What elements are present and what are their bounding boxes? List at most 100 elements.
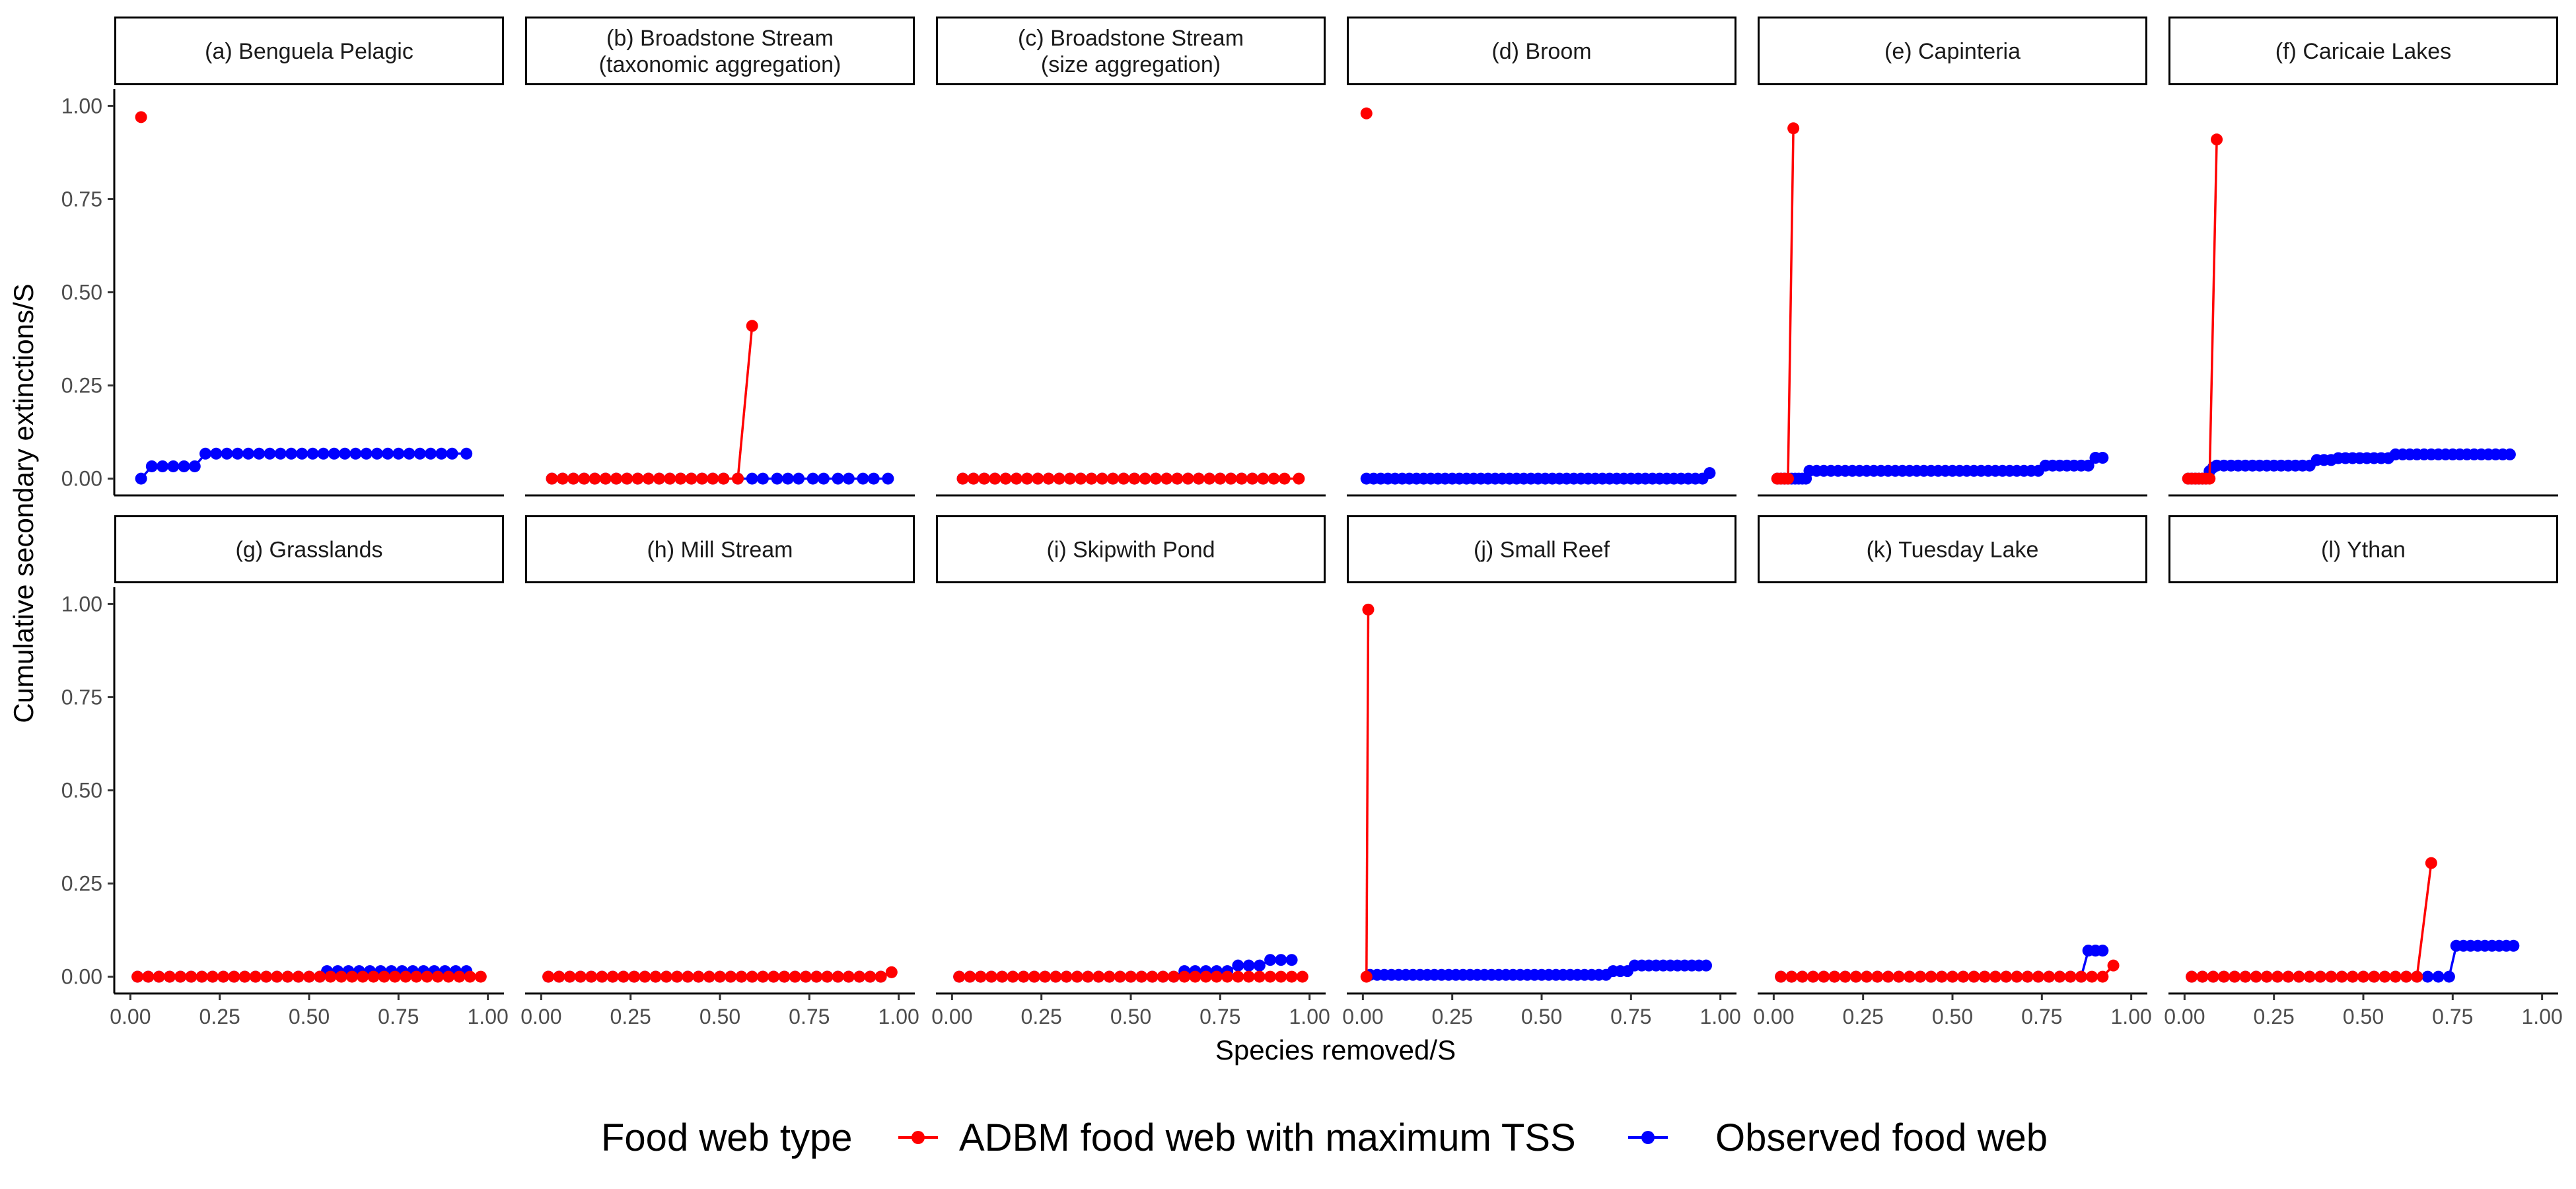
observed-data-point — [781, 472, 794, 485]
observed-data-point — [199, 447, 212, 460]
adbm-data-point — [1882, 970, 1894, 983]
observed-data-point — [221, 447, 233, 460]
adbm-data-point — [664, 472, 676, 485]
observed-data-point — [756, 472, 769, 485]
adbm-data-point — [410, 970, 423, 983]
adbm-data-point — [271, 970, 283, 983]
observed-data-point — [1242, 959, 1255, 972]
observed-data-point — [2421, 970, 2434, 983]
facet-panel: (i) Skipwith Pond 0.00 0.25 0.50 0.75 1.00 — [931, 515, 1330, 1028]
adbm-data-point — [628, 970, 641, 983]
adbm-data-point — [631, 472, 644, 485]
facet-strip — [2168, 17, 2558, 85]
adbm-data-point — [1199, 970, 1212, 983]
adbm-data-point — [153, 970, 165, 983]
adbm-data-point — [746, 320, 758, 332]
facet-panel: (b) Broadstone Stream(taxonomic aggregat… — [525, 17, 915, 497]
observed-data-point — [360, 447, 373, 460]
panels-layer: (a) Benguela Pelagic 0.00 0.25 0.50 0.75 1.00… — [61, 17, 2563, 1028]
adbm-data-point — [717, 472, 730, 485]
adbm-data-point — [2336, 970, 2348, 983]
observed-data-point — [188, 460, 201, 472]
adbm-data-point — [142, 970, 155, 983]
adbm-data-point — [578, 472, 590, 485]
adbm-data-point — [1246, 472, 1259, 485]
x-tick-label: 1.00 — [878, 1005, 919, 1028]
adbm-data-point — [1904, 970, 1916, 983]
facet-panel: (g) Grasslands 0.00 0.25 0.50 0.75 1.00 0.00 0.… — [61, 515, 509, 1028]
adbm-data-point — [2346, 970, 2359, 983]
facet-title: (taxonomic aggregation) — [599, 52, 841, 77]
adbm-data-point — [228, 970, 240, 983]
adbm-data-point — [1021, 472, 1034, 485]
adbm-data-point — [367, 970, 380, 983]
facet-strip — [1347, 515, 1736, 583]
facet-panel: (j) Small Reef 0.00 0.25 0.50 0.75 1.00 — [1342, 515, 1741, 1028]
adbm-data-point — [1039, 970, 1052, 983]
facet-panel: (l) Ythan 0.00 0.25 0.50 0.75 1.00 — [2164, 515, 2563, 1028]
adbm-data-point — [649, 970, 662, 983]
observed-data-point — [371, 447, 383, 460]
x-tick-label: 0.00 — [1753, 1005, 1794, 1028]
adbm-data-point — [1947, 970, 1958, 983]
x-axis-title: Species removed/S — [1215, 1034, 1456, 1065]
adbm-data-point — [707, 472, 719, 485]
observed-data-point — [1703, 467, 1716, 480]
adbm-data-point — [443, 970, 455, 983]
adbm-data-point — [2425, 857, 2437, 869]
adbm-series-line — [1365, 609, 1370, 977]
observed-data-point — [178, 460, 190, 472]
adbm-data-point — [1785, 970, 1798, 983]
adbm-data-point — [2379, 970, 2391, 983]
facet-title: (g) Grasslands — [236, 538, 383, 563]
observed-data-point — [2096, 945, 2109, 957]
adbm-data-point — [1096, 472, 1108, 485]
adbm-data-point — [1114, 970, 1126, 983]
observed-data-point — [413, 447, 426, 460]
adbm-data-point — [2054, 970, 2066, 983]
facet-panel: (c) Broadstone Stream(size aggregation) — [936, 17, 1326, 497]
y-tick-label: 1.00 — [61, 94, 102, 118]
observed-data-point — [857, 472, 869, 485]
adbm-data-point — [1161, 472, 1173, 485]
observed-data-point — [349, 447, 362, 460]
observed-data-point — [167, 460, 180, 472]
adbm-data-point — [660, 970, 672, 983]
adbm-data-point — [1075, 472, 1087, 485]
facet-title: (e) Capinteria — [1884, 39, 2021, 64]
adbm-data-point — [1146, 970, 1159, 983]
adbm-data-point — [1178, 970, 1191, 983]
facet-title: (size aggregation) — [1041, 52, 1221, 77]
adbm-data-point — [1042, 472, 1055, 485]
observed-data-point — [817, 472, 830, 485]
facet-title: (c) Broadstone Stream — [1018, 26, 1244, 51]
adbm-data-point — [303, 970, 315, 983]
adbm-data-point — [1232, 970, 1244, 983]
observed-data-point — [382, 447, 394, 460]
adbm-data-point — [953, 970, 966, 983]
observed-data-point — [882, 472, 894, 485]
adbm-data-point — [1017, 970, 1030, 983]
observed-data-point — [264, 447, 276, 460]
facet-title: (i) Skipwith Pond — [1046, 538, 1215, 563]
facet-title: (l) Ythan — [2321, 538, 2406, 563]
adbm-data-point — [185, 970, 197, 983]
adbm-data-point — [974, 970, 987, 983]
adbm-data-point — [703, 970, 715, 983]
adbm-data-point — [1053, 472, 1065, 485]
adbm-data-point — [1818, 970, 1830, 983]
facet-panel: (e) Capinteria — [1758, 17, 2147, 497]
adbm-data-point — [2011, 970, 2023, 983]
adbm-data-point — [978, 472, 991, 485]
adbm-data-point — [692, 970, 705, 983]
facet-title: (d) Broom — [1491, 39, 1591, 64]
adbm-data-point — [378, 970, 390, 983]
adbm-data-point — [1106, 472, 1119, 485]
x-tick-label: 0.25 — [1021, 1005, 1062, 1028]
x-tick-label: 0.00 — [931, 1005, 972, 1028]
adbm-data-point — [2086, 970, 2098, 983]
adbm-data-point — [2239, 970, 2252, 983]
observed-data-point — [328, 447, 340, 460]
y-tick-label: 0.50 — [61, 281, 102, 305]
adbm-data-point — [2368, 970, 2380, 983]
